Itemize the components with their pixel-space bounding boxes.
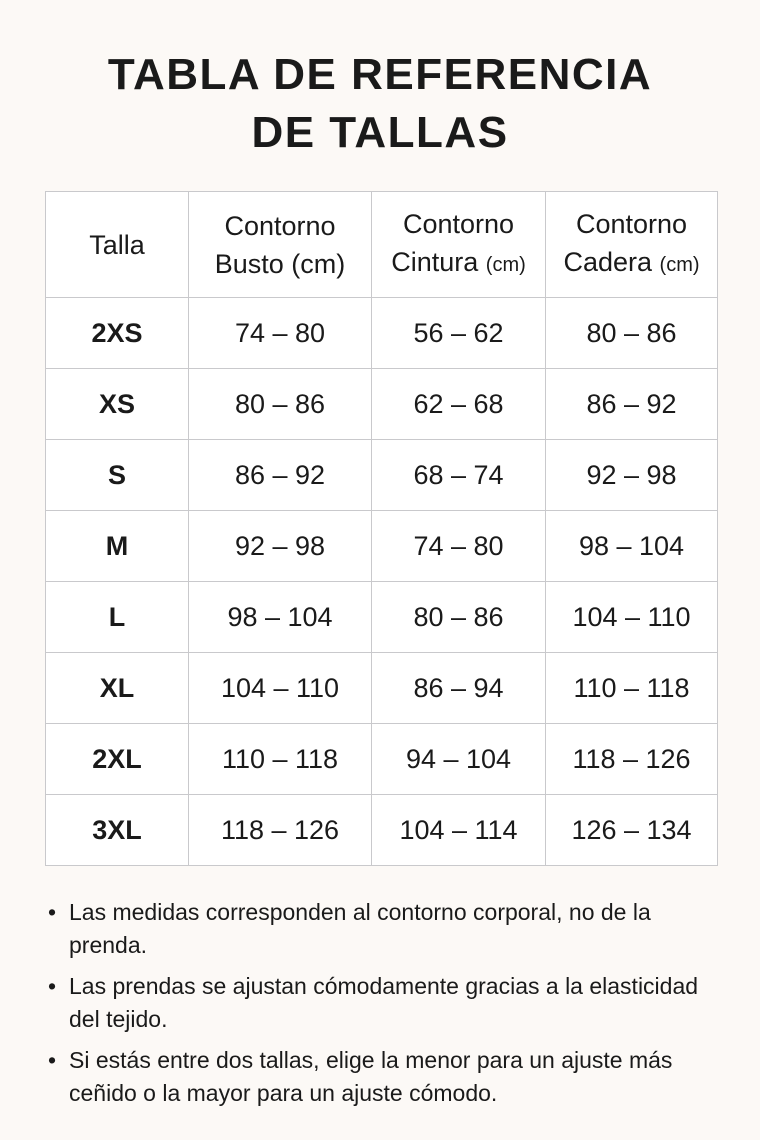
bullet-icon: • (48, 973, 57, 999)
table-header-row: Talla Contorno Busto (cm) Contorno Cintura… (45, 191, 718, 298)
table-row: 2XS 74 – 80 56 – 62 80 – 86 (45, 297, 718, 369)
header-hip: Contorno Cadera (cm) (545, 191, 718, 298)
waist-cell: 62 – 68 (371, 368, 546, 440)
hip-cell: 118 – 126 (545, 723, 718, 795)
size-cell: S (45, 439, 189, 511)
note-item: • Las prendas se ajustan cómodamente grac… (48, 970, 728, 1036)
table-row: XL 104 – 110 86 – 94 110 – 118 (45, 652, 718, 724)
notes-list: • Las medidas corresponden al contorno co… (48, 896, 728, 1118)
page-title: TABLA DE REFERENCIA DE TALLAS (0, 46, 760, 162)
hip-cell: 104 – 110 (545, 581, 718, 653)
table-row: S 86 – 92 68 – 74 92 – 98 (45, 439, 718, 511)
size-cell: 2XL (45, 723, 189, 795)
title-line-1: TABLA DE REFERENCIA (107, 50, 653, 99)
bust-cell: 86 – 92 (188, 439, 372, 511)
bust-cell: 110 – 118 (188, 723, 372, 795)
bust-cell: 98 – 104 (188, 581, 372, 653)
size-cell: L (45, 581, 189, 653)
note-item: • Si estás entre dos tallas, elige la men… (48, 1044, 728, 1110)
waist-cell: 74 – 80 (371, 510, 546, 582)
header-bust: Contorno Busto (cm) (188, 191, 372, 298)
hip-cell: 110 – 118 (545, 652, 718, 724)
bust-cell: 92 – 98 (188, 510, 372, 582)
bust-cell: 118 – 126 (188, 794, 372, 866)
size-chart-table: Talla Contorno Busto (cm) Contorno Cintura… (45, 191, 718, 866)
title-line-2: DE TALLAS (251, 108, 509, 157)
table-row: L 98 – 104 80 – 86 104 – 110 (45, 581, 718, 653)
table-row: 2XL 110 – 118 94 – 104 118 – 126 (45, 723, 718, 795)
waist-cell: 104 – 114 (371, 794, 546, 866)
size-cell: XL (45, 652, 189, 724)
bust-cell: 74 – 80 (188, 297, 372, 369)
size-cell: 3XL (45, 794, 189, 866)
hip-cell: 92 – 98 (545, 439, 718, 511)
bust-cell: 104 – 110 (188, 652, 372, 724)
bullet-icon: • (48, 899, 57, 925)
hip-cell: 98 – 104 (545, 510, 718, 582)
table-row: M 92 – 98 74 – 80 98 – 104 (45, 510, 718, 582)
header-waist: Contorno Cintura (cm) (371, 191, 546, 298)
waist-cell: 94 – 104 (371, 723, 546, 795)
waist-cell: 80 – 86 (371, 581, 546, 653)
waist-cell: 68 – 74 (371, 439, 546, 511)
table-row: 3XL 118 – 126 104 – 114 126 – 134 (45, 794, 718, 866)
hip-cell: 86 – 92 (545, 368, 718, 440)
hip-cell: 126 – 134 (545, 794, 718, 866)
header-size: Talla (45, 191, 189, 298)
table-row: XS 80 – 86 62 – 68 86 – 92 (45, 368, 718, 440)
size-cell: M (45, 510, 189, 582)
note-item: • Las medidas corresponden al contorno co… (48, 896, 728, 962)
waist-cell: 56 – 62 (371, 297, 546, 369)
hip-cell: 80 – 86 (545, 297, 718, 369)
size-cell: 2XS (45, 297, 189, 369)
bust-cell: 80 – 86 (188, 368, 372, 440)
size-cell: XS (45, 368, 189, 440)
bullet-icon: • (48, 1047, 57, 1073)
waist-cell: 86 – 94 (371, 652, 546, 724)
